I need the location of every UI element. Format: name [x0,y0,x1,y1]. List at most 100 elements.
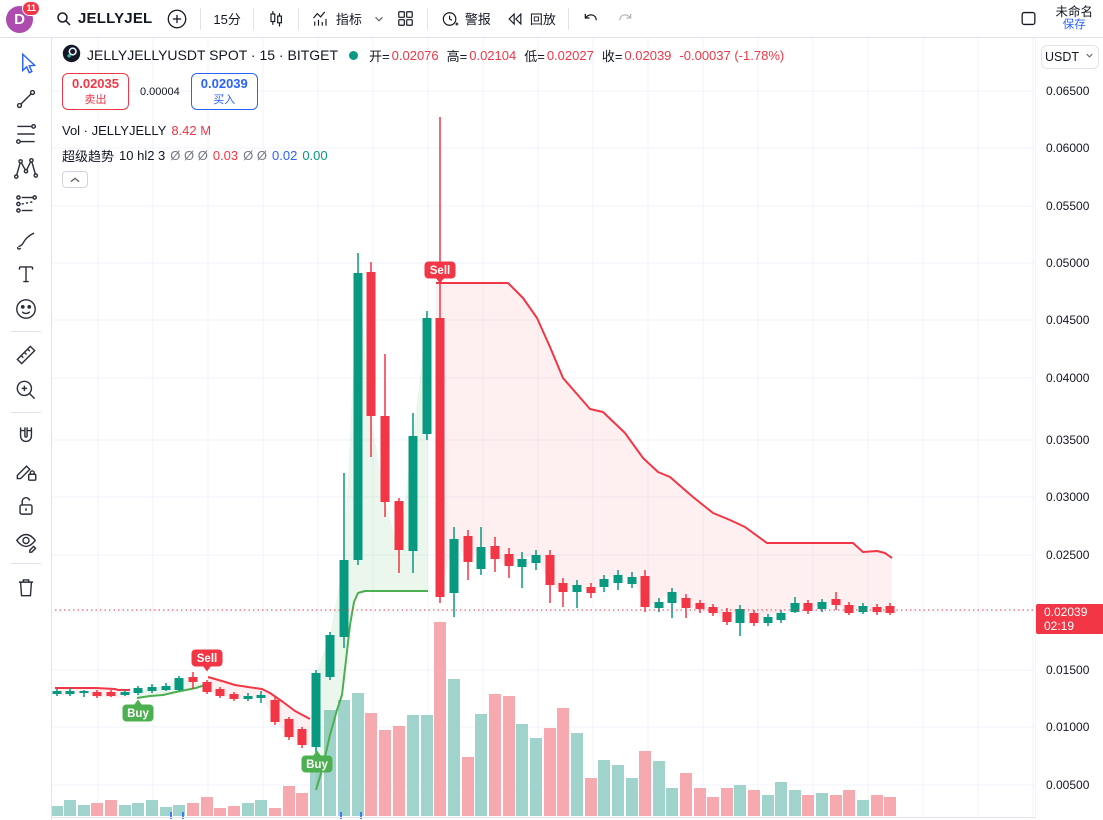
tool-hide-all-drawings[interactable] [7,523,45,558]
price-axis[interactable]: USDT 0.02039 02:19 0.06500 0.06000 0.05500… [1035,38,1103,820]
supertrend-line [315,590,428,791]
legend-collapse-button[interactable] [62,171,88,189]
candle-body [408,436,418,551]
candle-body [776,613,786,620]
sell-button[interactable]: 0.02035 卖出 [62,73,129,111]
candle-body [586,587,596,593]
emoji-icon [15,298,36,319]
ohlc-values: 开= 0.02076 高= 0.02104 低= 0.02027 收= 0.02039 … [369,47,785,64]
trend-line-icon [16,89,35,108]
save-button[interactable]: 保存 [1062,19,1086,32]
svg-text:Sell: Sell [430,265,450,277]
tool-drawing-mode-lock[interactable] [7,453,45,488]
alarm-clock-plus-icon [440,9,460,29]
buy-button[interactable]: 0.02039 买入 [190,73,258,111]
volume-bar [557,708,569,816]
tool-trend-line[interactable] [7,81,45,116]
layout-name[interactable]: 未命名 [1055,4,1093,19]
xabcd-pattern-icon [13,157,38,179]
sell-marker: Sell [191,649,223,672]
volume-bar [421,715,433,816]
candle-body [763,617,773,623]
symbol-title[interactable]: JELLYJELLYUSDT SPOT · 15 · BITGET [87,47,339,63]
volume-bar [653,761,665,816]
price-tick: 0.04500 [1046,313,1090,327]
tool-ruler[interactable] [7,337,45,372]
price-chart[interactable]: Sell Buy Sell Buy [52,38,1035,820]
candlestick-icon [266,9,286,29]
toolbar-separator [252,7,254,30]
candle-body [270,700,280,722]
tool-cursor[interactable] [7,46,45,81]
candle-body [106,692,116,696]
indicators-button[interactable]: 指标 [304,4,369,34]
current-price-tag: 0.02039 02:19 [1036,604,1103,634]
candle-body [202,682,212,692]
toolbar-separator [426,7,428,30]
layout-button[interactable] [1012,4,1045,34]
candle-body [463,536,473,562]
buy-marker: Buy [122,699,154,722]
candle-body [844,605,854,613]
candle-body [872,607,882,612]
volume-bar [407,715,419,816]
volume-bar [52,806,63,816]
text-icon [18,265,33,282]
symbol-search-button[interactable]: JELLYJEL [48,4,159,34]
price-tick: 0.04000 [1046,371,1090,385]
price-tick: 0.02500 [1046,548,1090,562]
candle-body [803,603,813,611]
alert-button[interactable]: 警报 [433,4,498,34]
chart-legend: JELLYJELLYUSDT SPOT · 15 · BITGET 开= 0.02… [62,44,785,189]
tool-text[interactable] [7,256,45,291]
bar-countdown: 02:19 [1044,619,1075,633]
volume-bar [789,790,801,816]
tool-magnet[interactable] [7,418,45,453]
tool-emoji[interactable] [7,291,45,326]
grid-icon [396,9,415,28]
timeframe-button[interactable]: 15分 [206,4,247,34]
volume-bar [544,728,556,816]
indicators-dropdown[interactable] [369,4,389,34]
redo-button[interactable] [608,4,642,34]
replay-button[interactable]: 回放 [498,4,563,34]
tool-brush[interactable] [7,221,45,256]
candle-body [215,689,225,696]
candle-body [243,696,253,699]
undo-button[interactable] [574,4,608,34]
indicator-templates-button[interactable] [389,4,422,34]
tool-xabcd-pattern[interactable] [7,151,45,186]
volume-bar [680,773,692,816]
chart-style-button[interactable] [259,4,293,34]
candle-body [735,609,745,623]
spread-value: 0.00004 [140,85,180,98]
volume-bar [626,778,638,816]
supertrend-legend[interactable]: 超级趋势 10 hl2 3 Ø Ø Ø 0.03 Ø Ø 0.02 0.00 [62,148,328,165]
top-toolbar: D 11 JELLYJEL 15分 指标 [0,0,1103,38]
layout-square-icon [1019,9,1038,28]
volume-bar [393,726,405,816]
tool-zoom-in[interactable] [7,372,45,407]
currency-dropdown[interactable]: USDT [1041,45,1099,69]
svg-text:Sell: Sell [197,653,217,665]
tool-lock-all-drawings[interactable] [7,488,45,523]
tool-fib-retracement[interactable] [7,116,45,151]
volume-bar [173,805,185,816]
candle-body [120,692,130,695]
volume-bar [816,793,828,816]
user-menu[interactable]: D 11 [6,0,40,34]
candle-body [749,613,759,623]
add-symbol-button[interactable] [159,4,195,34]
volume-legend[interactable]: Vol · JELLYJELLY 8.42 M [62,123,212,139]
volume-bar [105,800,117,816]
candle-body [380,416,390,502]
volume-bar [462,757,474,816]
volume-bar [748,790,760,816]
tool-projection[interactable] [7,186,45,221]
tool-remove-drawings[interactable] [7,569,45,604]
hide-all-drawings-icon [15,533,37,553]
candle-body [297,729,307,745]
candle-body [366,272,376,416]
candle-body [681,598,691,608]
candle-body [65,691,75,694]
